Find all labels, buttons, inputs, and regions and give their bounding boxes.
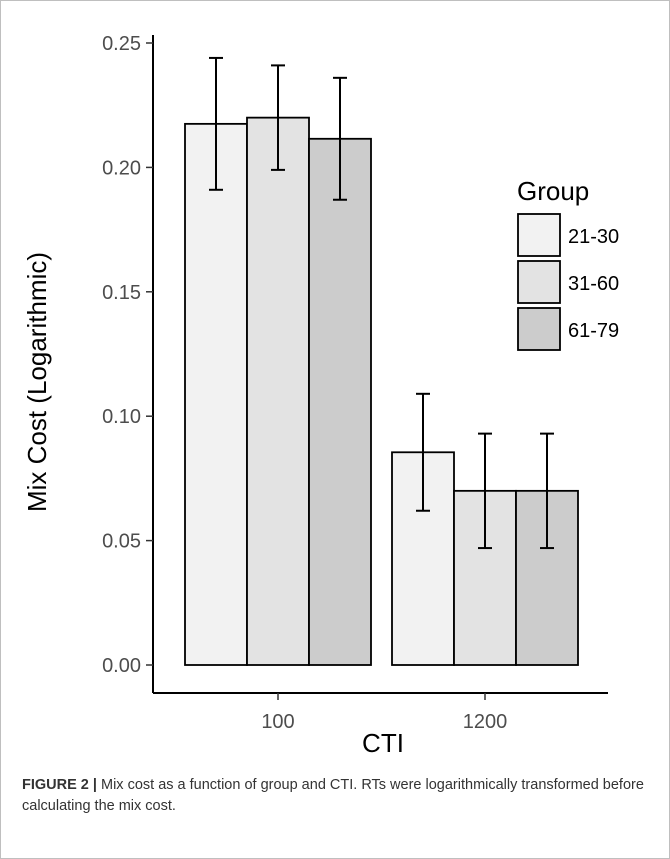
legend-swatch (517, 213, 561, 257)
legend-swatch (517, 307, 561, 351)
bars (184, 116, 579, 666)
y-tick-label: 0.05 (102, 531, 141, 553)
legend-label: 31-60 (568, 273, 619, 295)
y-tick-label: 0.25 (102, 33, 141, 55)
bar-chart: 0.00 0.05 0.10 0.15 0.20 0.25 100 1200 Group 21… (22, 33, 619, 758)
y-tick-label: 0.15 (102, 282, 141, 304)
legend-label: 21-30 (568, 226, 619, 248)
y-axis: 0.00 0.05 0.10 0.15 0.20 0.25 (102, 33, 154, 693)
y-tick-label: 0.20 (102, 157, 141, 179)
bar (184, 122, 248, 666)
figure-caption: FIGURE 2 | Mix cost as a function of gro… (22, 775, 652, 817)
caption-text: Mix cost as a function of group and CTI.… (22, 777, 644, 814)
x-tick-label: 100 (261, 711, 294, 733)
error-bars (209, 56, 554, 550)
legend-swatch (517, 260, 561, 304)
x-tick-label: 1200 (463, 711, 508, 733)
caption-label: FIGURE 2 | (22, 777, 97, 793)
y-tick-label: 0.10 (102, 406, 141, 428)
bar (308, 137, 372, 666)
legend-label: 61-79 (568, 320, 619, 342)
x-axis: 100 1200 (153, 692, 608, 733)
y-tick-label: 0.00 (102, 655, 141, 677)
legend-title: Group (517, 176, 589, 206)
bar (515, 489, 579, 666)
y-axis-label: Mix Cost (Logarithmic) (22, 252, 52, 512)
legend: Group 21-30 31-60 61-79 (517, 176, 619, 351)
bar (246, 116, 310, 666)
x-axis-label: CTI (362, 728, 404, 758)
